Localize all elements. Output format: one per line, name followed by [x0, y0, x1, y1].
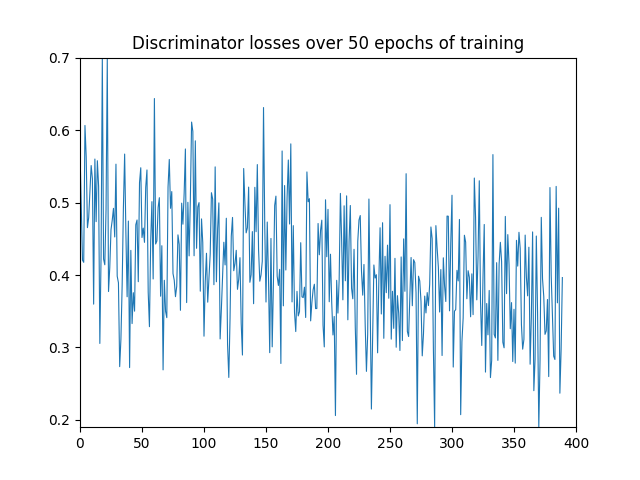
Title: Discriminator losses over 50 epochs of training: Discriminator losses over 50 epochs of t… [132, 35, 524, 53]
